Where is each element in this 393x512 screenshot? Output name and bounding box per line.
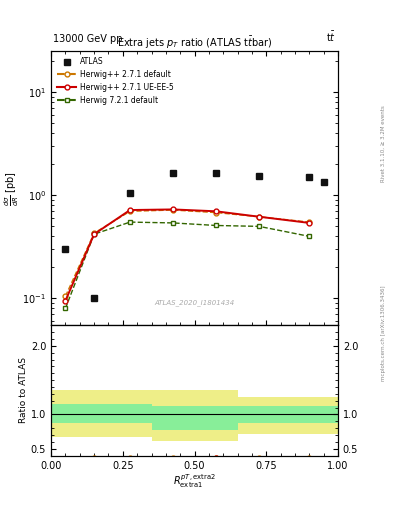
Text: ATLAS_2020_I1801434: ATLAS_2020_I1801434 bbox=[154, 300, 235, 306]
Text: t$\bar{t}$: t$\bar{t}$ bbox=[326, 30, 336, 44]
Text: mcplots.cern.ch [arXiv:1306.3436]: mcplots.cern.ch [arXiv:1306.3436] bbox=[381, 285, 386, 380]
Text: Rivet 3.1.10, ≥ 3.2M events: Rivet 3.1.10, ≥ 3.2M events bbox=[381, 105, 386, 182]
Y-axis label: Ratio to ATLAS: Ratio to ATLAS bbox=[19, 357, 28, 423]
Y-axis label: $\frac{d\sigma}{dR}$ [pb]: $\frac{d\sigma}{dR}$ [pb] bbox=[3, 171, 21, 205]
Title: Extra jets $p_T$ ratio (ATLAS t$\bar{t}$bar): Extra jets $p_T$ ratio (ATLAS t$\bar{t}$… bbox=[117, 35, 272, 51]
Text: 13000 GeV pp: 13000 GeV pp bbox=[53, 33, 123, 44]
X-axis label: $R_{\mathrm{extra1}}^{pT,\mathrm{extra2}}$: $R_{\mathrm{extra1}}^{pT,\mathrm{extra2}… bbox=[173, 472, 216, 490]
Legend: ATLAS, Herwig++ 2.7.1 default, Herwig++ 2.7.1 UE-EE-5, Herwig 7.2.1 default: ATLAS, Herwig++ 2.7.1 default, Herwig++ … bbox=[55, 55, 176, 107]
